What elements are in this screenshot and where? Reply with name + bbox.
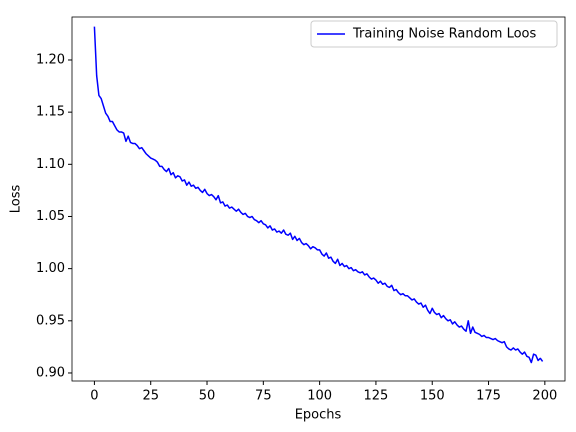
y-tick-label: 0.95 [36,313,65,328]
y-tick-label: 1.10 [36,157,65,172]
plot-frame [71,16,566,382]
legend-box [310,20,558,48]
y-axis-label: Loss [9,185,24,214]
y-tick-label: 1.05 [36,209,65,224]
x-tick-label: 25 [142,389,159,404]
x-tick-label: 200 [532,389,557,404]
x-tick-label: 175 [476,389,501,404]
line-series [93,26,544,364]
x-tick-label: 50 [199,389,216,404]
y-tick-label: 1.20 [36,52,65,67]
x-tick-label: 100 [307,389,332,404]
y-tick-label: 1.15 [36,105,65,120]
x-tick-label: 0 [90,389,98,404]
x-axis-label: Epochs [295,408,342,423]
y-tick-label: 1.00 [36,261,65,276]
legend-label: Training Noise Random Loos [352,27,536,42]
x-tick-label: 150 [420,389,445,404]
x-tick-label: 75 [255,389,272,404]
y-tick-label: 0.90 [36,365,65,380]
x-tick-label: 125 [364,389,389,404]
